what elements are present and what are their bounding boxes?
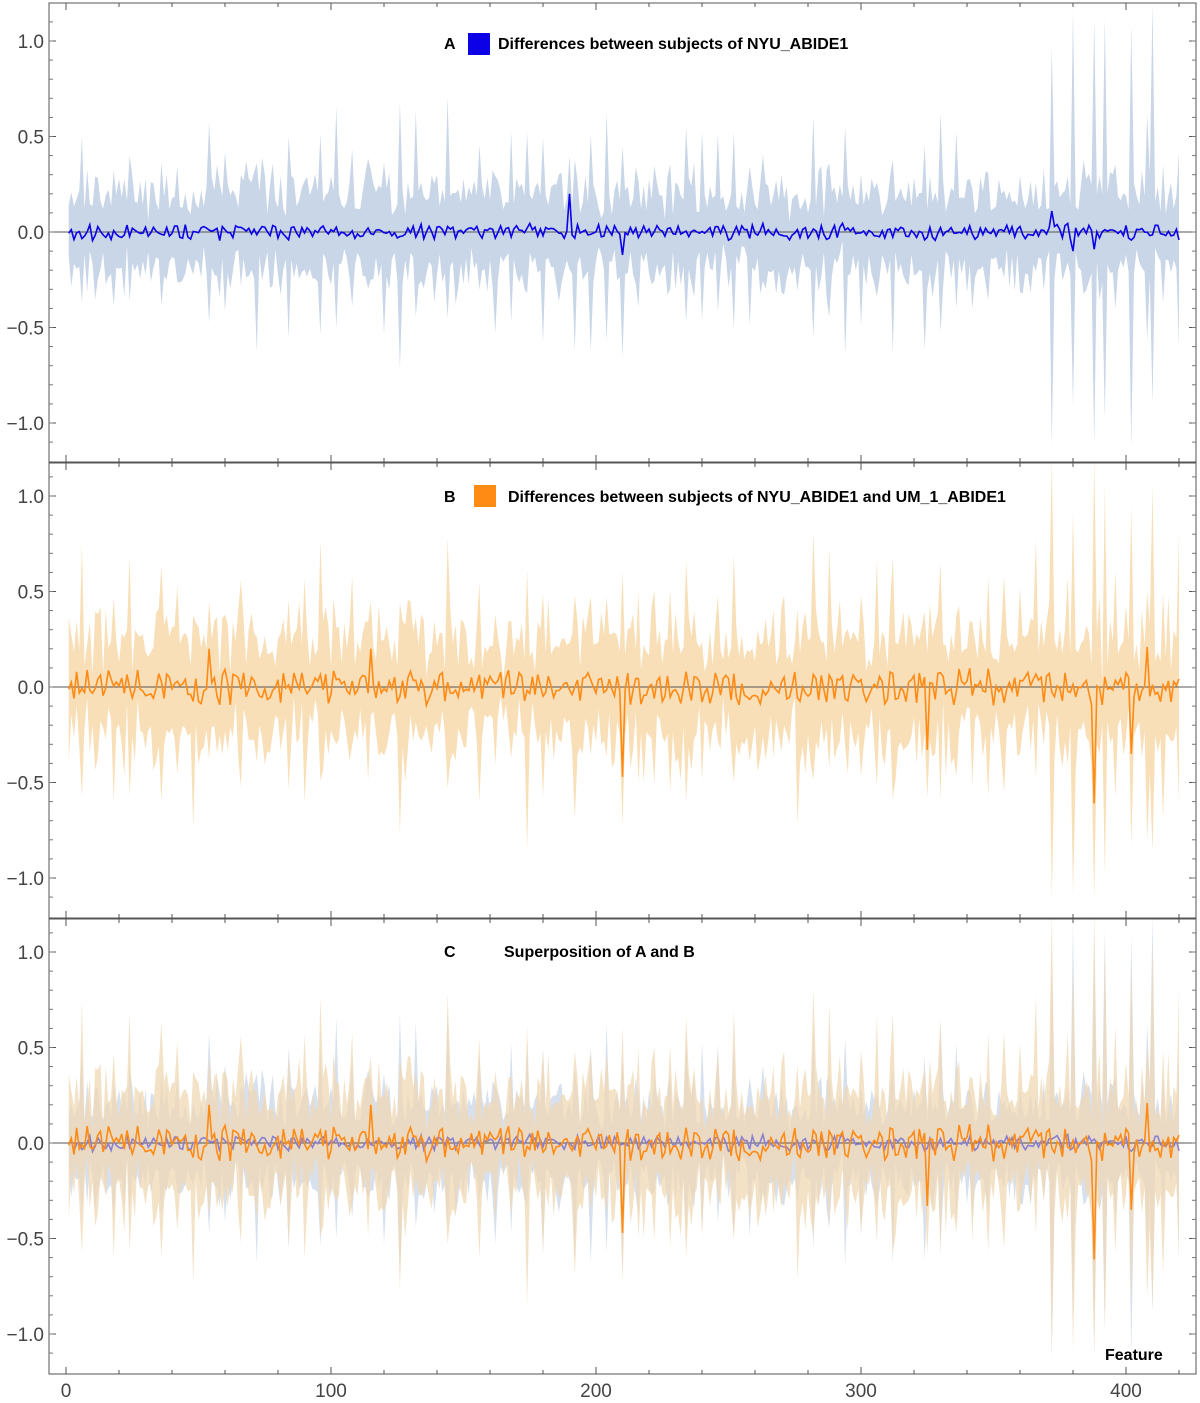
panel-frame [48, 462, 1197, 919]
y-tick-label: −0.5 [6, 1230, 44, 1251]
panel-a-legend-swatch [468, 33, 490, 55]
panel-b-legend-swatch [474, 485, 496, 507]
panel-3: 1.0 0.5 0.0 −0.5 −1.0 [6, 918, 1197, 1375]
x-axis-label: Feature [1105, 1347, 1163, 1364]
panel-a-title: Differences between subjects of NYU_ABID… [498, 36, 848, 53]
y-tick-label: 0.5 [18, 583, 44, 604]
chart-root: 1.0 0.5 0.0 −0.5 −1.0 1.0 0.5 0.0 −0.5 −1.0 1.0 0.5… [6, 2, 1197, 1402]
y-tick-label: 0.5 [18, 1039, 44, 1060]
panel-frame [48, 918, 1197, 1375]
x-tick-label: 200 [580, 1381, 612, 1402]
y-tick-label: −1.0 [6, 1325, 44, 1346]
panel-b-letter: B [444, 489, 456, 506]
y-tick-label: −1.0 [6, 869, 44, 890]
series-line-2 [67, 1102, 1180, 1260]
y-tick-label: 0.0 [18, 223, 44, 244]
series-line-1 [68, 193, 1180, 256]
y-tick-label: 0.0 [18, 1134, 44, 1155]
plot-area [49, 463, 1196, 900]
x-tick-label: 400 [1110, 1381, 1142, 1402]
plot-area [49, 3, 1196, 448]
panel-a-letter: A [444, 36, 456, 53]
series-band-2 [68, 919, 1179, 1356]
y-tick-label: 1.0 [18, 943, 44, 964]
x-tick-label: 100 [315, 1381, 347, 1402]
panel-1: 1.0 0.5 0.0 −0.5 −1.0 [6, 2, 1197, 463]
panel-c-title: Superposition of A and B [504, 944, 695, 961]
y-tick-label: −0.5 [6, 319, 44, 340]
plot-area [49, 919, 1196, 1359]
panel-c-letter: C [444, 944, 456, 961]
series-band-1 [68, 3, 1180, 448]
series-line-1 [68, 1131, 1180, 1154]
y-tick-label: 1.0 [18, 487, 44, 508]
series-line-1 [67, 646, 1180, 804]
x-tick-label: 0 [61, 1381, 72, 1402]
y-tick-label: 0.0 [18, 678, 44, 699]
series-band-1 [68, 463, 1179, 900]
x-tick-label: 300 [845, 1381, 877, 1402]
y-tick-label: 1.0 [18, 32, 44, 53]
panel-b-title: Differences between subjects of NYU_ABID… [508, 489, 1006, 506]
y-tick-label: −0.5 [6, 774, 44, 795]
panel-2: 1.0 0.5 0.0 −0.5 −1.0 [6, 462, 1197, 919]
y-tick-label: −1.0 [6, 414, 44, 435]
y-tick-label: 0.5 [18, 128, 44, 149]
